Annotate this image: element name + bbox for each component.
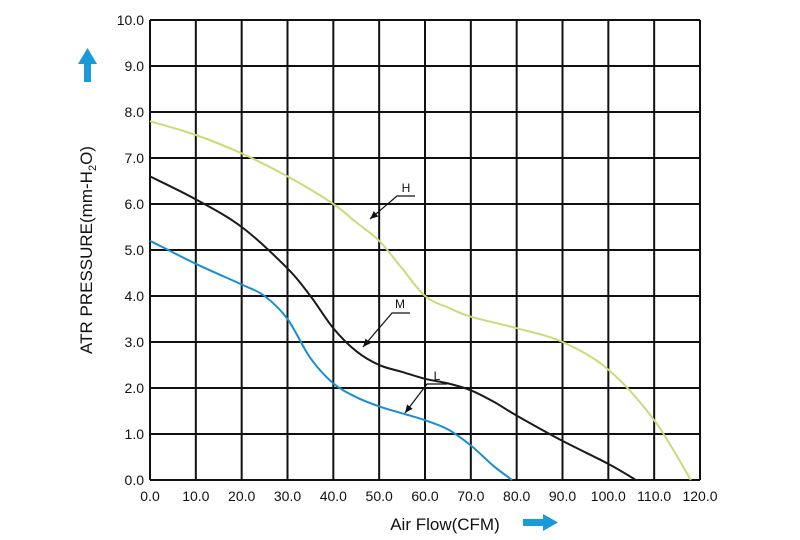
y-tick-label: 8.0 — [125, 104, 145, 120]
x-tick-label: 120.0 — [682, 488, 717, 504]
arrow-shaft — [523, 519, 545, 526]
x-tick-label: 30.0 — [274, 488, 301, 504]
curve-h — [149, 120, 692, 481]
x-tick-label: 100.0 — [591, 488, 626, 504]
annotation-leader-line — [404, 383, 447, 414]
y-axis-label: ATR PRESSURE(mm-H2O) — [77, 146, 99, 354]
annotation-label: H — [402, 181, 411, 195]
arrow-shaft — [84, 62, 91, 82]
y-tick-label: 1.0 — [125, 426, 145, 442]
x-tick-label: 60.0 — [411, 488, 438, 504]
chart-tick-labels: 0.0 10.0 20.0 30.0 40.0 50.0 60.0 70.0 80.0 90.0 1… — [117, 12, 718, 504]
annotation-label: M — [395, 297, 405, 311]
annotation-l: L — [404, 369, 447, 414]
y-axis-label-end: O) — [77, 146, 96, 165]
x-tick-label: 80.0 — [503, 488, 530, 504]
chart-grid — [149, 19, 701, 481]
annotation-m: M — [362, 297, 410, 348]
y-axis-label-main: ATR PRESSURE(mm-H — [77, 171, 96, 354]
x-tick-label: 110.0 — [637, 488, 671, 504]
y-tick-label: 10.0 — [117, 12, 144, 28]
x-axis-label: Air Flow(CFM) — [390, 515, 500, 534]
x-tick-label: 0.0 — [140, 488, 160, 504]
annotation-h: H — [369, 181, 415, 220]
annotation-leader-line — [362, 312, 410, 348]
y-tick-label: 6.0 — [125, 196, 145, 212]
y-tick-label: 2.0 — [125, 380, 145, 396]
annotation-arrowhead — [363, 338, 371, 347]
arrow-head — [543, 514, 558, 531]
x-tick-label: 70.0 — [457, 488, 484, 504]
x-tick-label: 40.0 — [320, 488, 347, 504]
y-axis-arrow-icon — [78, 48, 97, 82]
x-tick-label: 50.0 — [366, 488, 393, 504]
x-axis-arrow-icon — [523, 514, 558, 531]
y-tick-label: 9.0 — [125, 58, 145, 74]
y-tick-label: 7.0 — [125, 150, 145, 166]
x-tick-label: 20.0 — [228, 488, 255, 504]
chart-annotations: H M L — [362, 181, 447, 414]
annotation-label: L — [434, 369, 441, 383]
y-tick-label: 0.0 — [125, 472, 145, 488]
annotation-arrowhead — [370, 211, 379, 219]
x-tick-label: 10.0 — [182, 488, 209, 504]
annotation-leader-line — [369, 195, 415, 220]
x-tick-label: 90.0 — [549, 488, 576, 504]
annotation-arrowhead — [405, 404, 413, 413]
curve-l — [149, 239, 513, 481]
y-tick-label: 3.0 — [125, 334, 145, 350]
arrow-head — [78, 48, 97, 64]
chart-curves — [149, 120, 692, 481]
y-axis-label-subscript: 2 — [87, 165, 99, 171]
curve-m — [149, 175, 637, 481]
y-tick-label: 4.0 — [125, 288, 145, 304]
y-tick-label: 5.0 — [125, 242, 145, 258]
